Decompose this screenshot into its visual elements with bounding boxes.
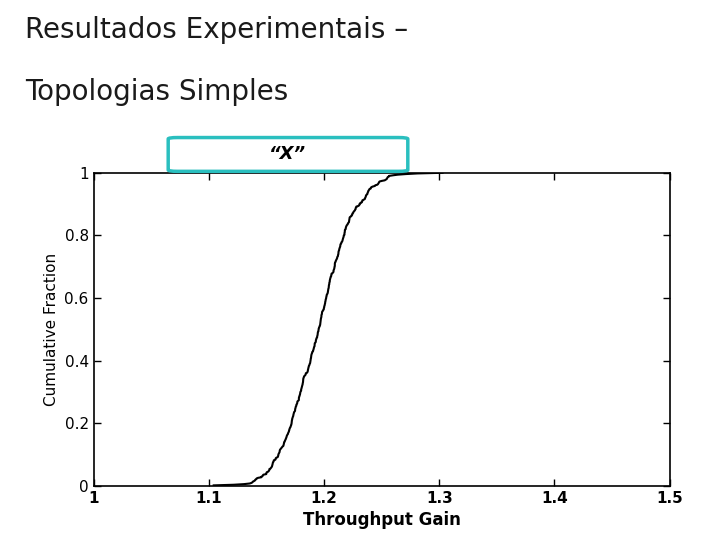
Text: “X”: “X”	[269, 145, 307, 163]
Text: Topologias Simples: Topologias Simples	[25, 78, 289, 106]
Text: Resultados Experimentais –: Resultados Experimentais –	[25, 16, 408, 44]
Y-axis label: Cumulative Fraction: Cumulative Fraction	[44, 253, 59, 406]
FancyBboxPatch shape	[168, 138, 408, 171]
X-axis label: Throughput Gain: Throughput Gain	[302, 511, 461, 529]
